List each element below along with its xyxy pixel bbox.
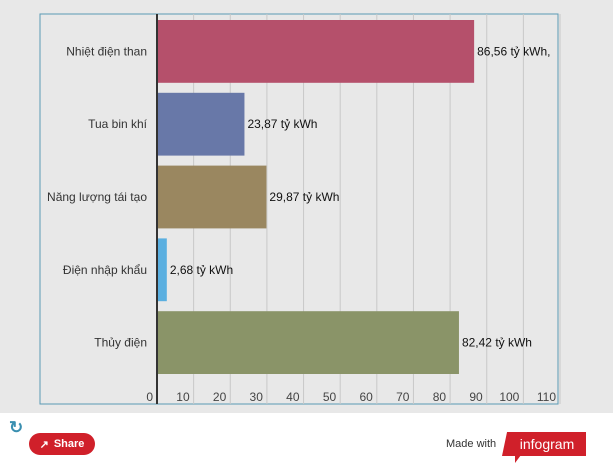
share-label: Share xyxy=(53,438,85,450)
data-label: 29,87 tỷ kWh xyxy=(269,190,339,204)
x-tick-label: 70 xyxy=(396,390,410,404)
bar xyxy=(157,20,475,83)
x-tick-label: 0 xyxy=(146,390,153,404)
category-label: Năng lượng tái tạo xyxy=(47,190,147,204)
category-label: Điện nhập khẩu xyxy=(63,263,147,277)
x-tick-label: 100 xyxy=(499,390,519,404)
x-tick-label: 40 xyxy=(286,390,300,404)
data-label: 2,68 tỷ kWh xyxy=(170,263,233,277)
bar-chart: 0 10 20 30 40 50 60 70 80 90 100 110 Nhiệt điện than… xyxy=(39,13,561,405)
made-with-text: Made with xyxy=(446,438,497,450)
x-tick-label: 90 xyxy=(469,390,483,404)
infogram-logo[interactable]: infogram xyxy=(502,432,586,456)
x-tick-label: 50 xyxy=(323,390,337,404)
category-label: Tua bin khí xyxy=(88,117,148,131)
x-tick-label: 30 xyxy=(250,390,264,404)
category-label: Thủy điện xyxy=(94,336,147,350)
bar xyxy=(157,92,245,156)
logo-tail xyxy=(515,455,521,463)
data-label: 23,87 tỷ kWh xyxy=(247,117,317,131)
x-tick-label: 80 xyxy=(433,390,447,404)
plot-frame xyxy=(39,13,559,405)
x-tick-label: 60 xyxy=(359,390,373,404)
bar xyxy=(157,238,167,302)
category-label: Nhiệt điện than xyxy=(66,44,147,58)
share-icon: ↗ xyxy=(39,438,49,451)
x-tick-label: 110 xyxy=(537,390,556,404)
data-label: 86,56 tỷ kWh, xyxy=(477,44,550,58)
refresh-icon[interactable]: ↻ xyxy=(9,418,24,437)
x-tick-label: 10 xyxy=(176,390,190,404)
data-label: 82,42 tỷ kWh xyxy=(462,336,532,350)
share-button[interactable]: ↗ Share xyxy=(29,433,95,455)
x-tick-label: 20 xyxy=(213,390,227,404)
bar xyxy=(157,311,459,374)
bar xyxy=(157,165,267,229)
